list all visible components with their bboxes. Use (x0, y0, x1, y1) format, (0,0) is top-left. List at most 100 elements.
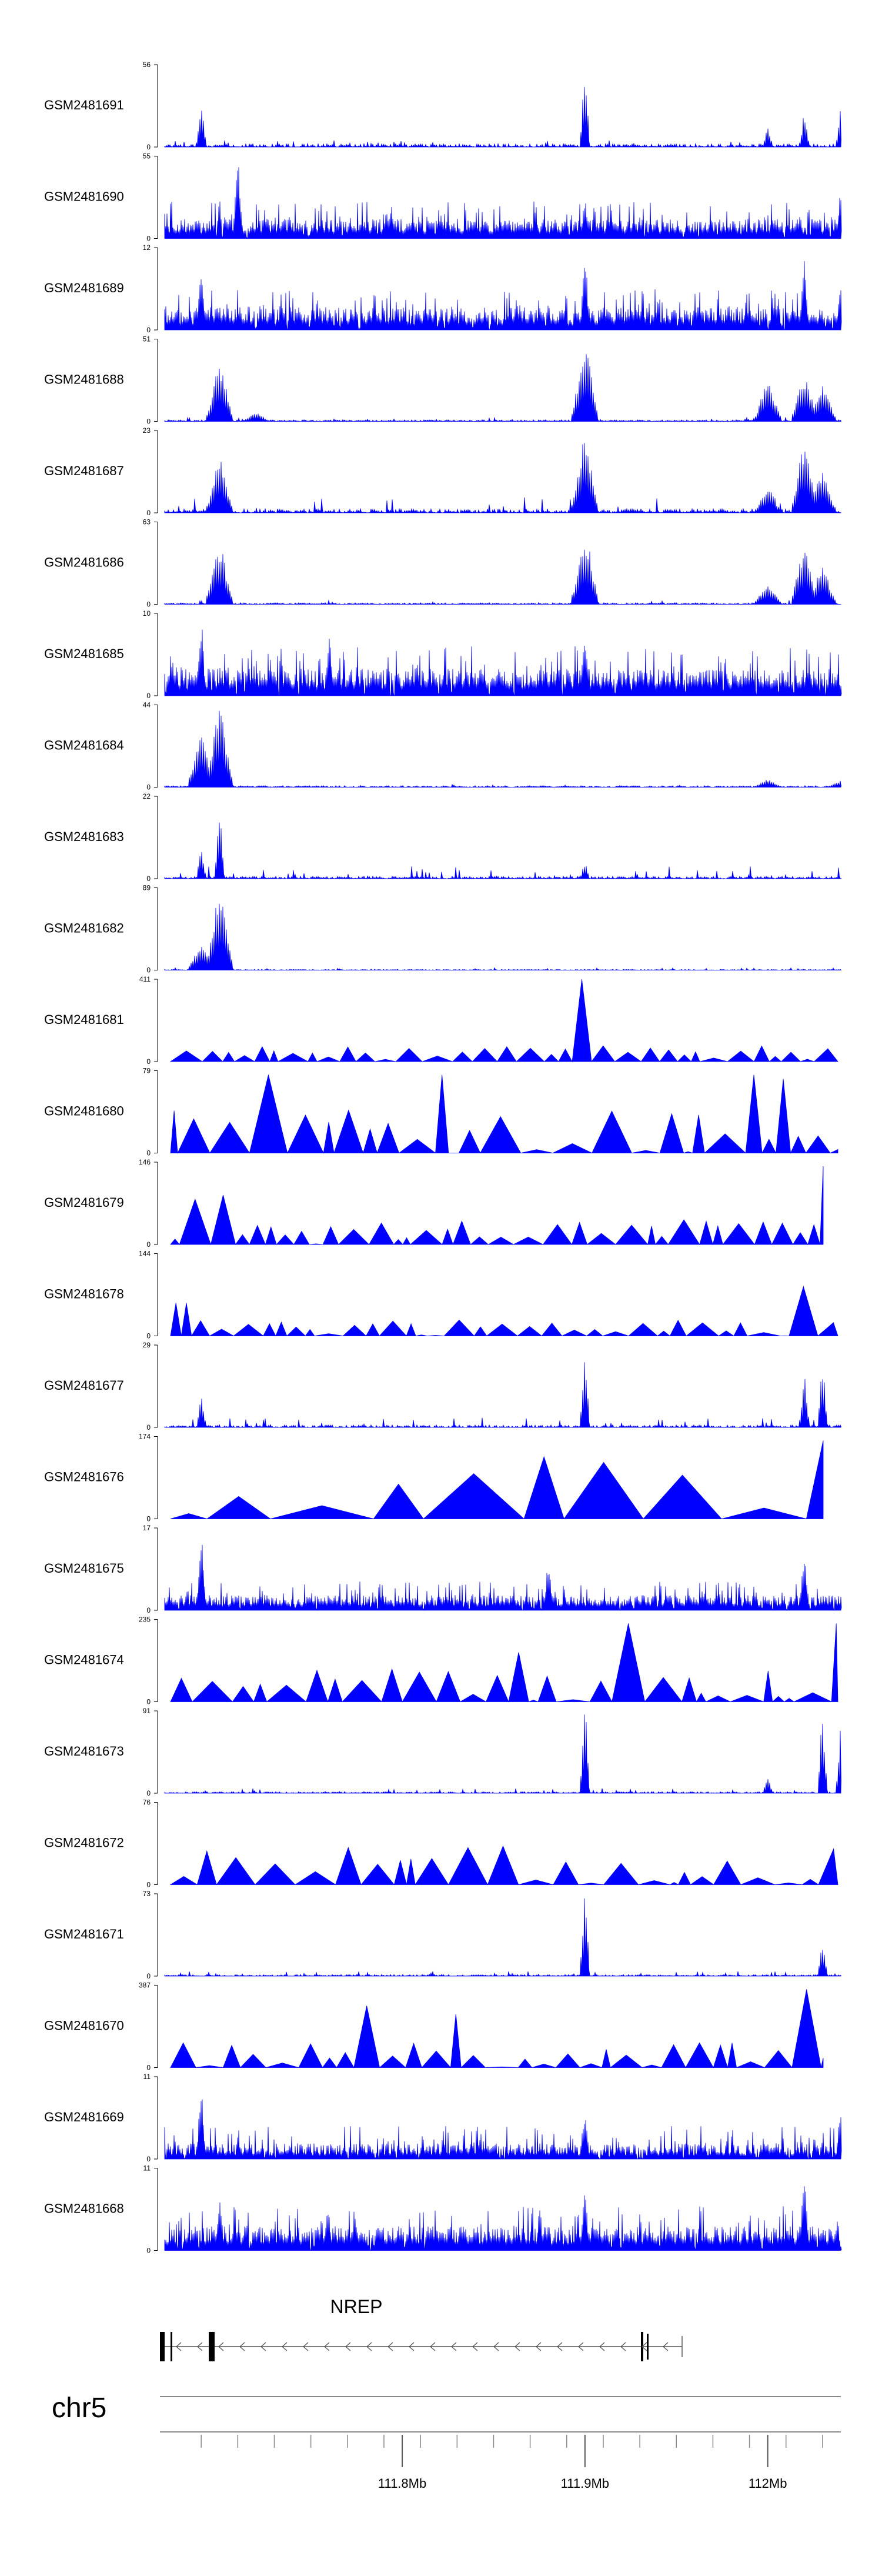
coverage-signal (164, 1362, 841, 1428)
track-GSM2481674: GSM2481674 235 0 (44, 1616, 838, 1706)
gene-exon (647, 2334, 649, 2360)
gene-strand-arrow (324, 2342, 330, 2351)
track-GSM2481680: GSM2481680 79 0 (44, 1067, 838, 1157)
y-max-label: 17 (143, 1524, 151, 1532)
gene-strand-arrow (430, 2342, 436, 2351)
y-max-label: 44 (143, 701, 151, 709)
coverage-signal (164, 86, 841, 148)
coverage-signal (169, 1845, 838, 1886)
chromosome-axis: chr5 111.8Mb 111.9Mb 112Mb (52, 2393, 841, 2491)
y-min-label: 0 (146, 1606, 151, 1614)
y-max-label: 235 (139, 1616, 151, 1624)
track-GSM2481678: GSM2481678 144 0 (44, 1250, 838, 1340)
coverage-signal (164, 629, 842, 696)
coverage-signal (164, 167, 842, 239)
gene-strand-arrow (451, 2342, 457, 2351)
y-max-label: 174 (139, 1433, 151, 1441)
coverage-signal (164, 1714, 841, 1794)
y-max-label: 12 (143, 243, 151, 252)
track-GSM2481683: GSM2481683 22 0 (44, 792, 843, 883)
y-min-label: 0 (146, 2064, 151, 2072)
gene-strand-arrow (303, 2342, 309, 2351)
y-max-label: 91 (143, 1707, 151, 1715)
coverage-signal (164, 354, 842, 422)
y-max-label: 23 (143, 426, 151, 435)
gene-strand-arrow (260, 2342, 266, 2351)
coverage-signal (164, 2186, 842, 2251)
gene-track: NREP (160, 2296, 683, 2361)
track-label: GSM2481686 (44, 555, 124, 570)
gene-strand-arrow (409, 2342, 415, 2351)
gene-strand-arrow (218, 2342, 224, 2351)
track-GSM2481675: GSM2481675 17 0 (44, 1524, 842, 1614)
genome-tick-label: 111.9Mb (561, 2476, 609, 2491)
y-min-label: 0 (146, 1149, 151, 1157)
track-GSM2481672: GSM2481672 76 0 (44, 1798, 838, 1889)
y-max-label: 73 (143, 1890, 151, 1898)
track-label: GSM2481674 (44, 1653, 124, 1667)
y-min-label: 0 (146, 1881, 151, 1889)
y-min-label: 0 (146, 326, 151, 334)
track-label: GSM2481685 (44, 646, 124, 661)
coverage-signal (164, 903, 842, 970)
track-GSM2481676: GSM2481676 174 0 (44, 1433, 824, 1523)
track-GSM2481668: GSM2481668 11 0 (44, 2164, 842, 2255)
gene-strand-arrow (557, 2342, 563, 2351)
y-min-label: 0 (146, 1972, 151, 1980)
y-max-label: 22 (143, 792, 151, 800)
coverage-signal (164, 710, 841, 788)
y-min-label: 0 (146, 509, 151, 517)
track-label: GSM2481682 (44, 921, 124, 936)
y-max-label: 387 (139, 1981, 151, 1990)
y-max-label: 63 (143, 518, 151, 526)
track-label: GSM2481679 (44, 1195, 124, 1210)
y-max-label: 56 (143, 61, 151, 69)
y-max-label: 89 (143, 884, 151, 892)
track-GSM2481690: GSM2481690 55 0 (44, 152, 842, 243)
gene-strand-arrow (366, 2342, 372, 2351)
gene-strand-arrow (239, 2342, 245, 2351)
tracks-layer: GSM2481691560GSM2481690550GSM2481689120G… (44, 61, 843, 2255)
track-label: GSM2481675 (44, 1561, 124, 1576)
track-GSM2481679: GSM2481679 146 0 (44, 1158, 824, 1249)
track-GSM2481686: GSM2481686 63 0 (44, 518, 841, 609)
gene-strand-arrow (663, 2342, 669, 2351)
gene-strand-arrow (620, 2342, 626, 2351)
track-label: GSM2481681 (44, 1012, 124, 1027)
track-label: GSM2481691 (44, 98, 124, 112)
gene-strand-arrow (514, 2342, 520, 2351)
y-min-label: 0 (146, 1423, 151, 1432)
chromosome-label: chr5 (52, 2393, 106, 2424)
coverage-signal (170, 1989, 824, 2068)
gene-label: NREP (330, 2296, 383, 2317)
y-min-label: 0 (146, 1789, 151, 1797)
coverage-signal (170, 1623, 838, 1703)
gene-strand-arrow (176, 2342, 182, 2351)
coverage-signal (164, 2099, 842, 2160)
y-max-label: 10 (143, 609, 151, 618)
y-min-label: 0 (146, 2155, 151, 2163)
track-label: GSM2481689 (44, 281, 124, 295)
coverage-signal (170, 1166, 824, 1246)
gene-strand-arrow (197, 2342, 203, 2351)
track-GSM2481671: GSM2481671 73 0 (44, 1890, 842, 1980)
y-max-label: 144 (139, 1250, 151, 1258)
y-max-label: 11 (143, 2164, 151, 2173)
track-label: GSM2481676 (44, 1470, 124, 1484)
y-max-label: 411 (139, 975, 151, 983)
genome-tick-label: 111.8Mb (378, 2476, 426, 2491)
y-max-label: 11 (143, 2073, 151, 2081)
y-min-label: 0 (146, 1332, 151, 1340)
y-min-label: 0 (146, 783, 151, 792)
coverage-signal (164, 822, 843, 879)
y-min-label: 0 (146, 1698, 151, 1706)
y-max-label: 79 (143, 1067, 151, 1075)
track-label: GSM2481668 (44, 2201, 124, 2216)
y-min-label: 0 (146, 418, 151, 426)
gene-strand-arrow (387, 2342, 393, 2351)
gene-exon (209, 2332, 215, 2361)
track-GSM2481684: GSM2481684 44 0 (44, 701, 841, 792)
track-GSM2481688: GSM2481688 51 0 (44, 335, 842, 426)
track-label: GSM2481688 (44, 372, 124, 387)
